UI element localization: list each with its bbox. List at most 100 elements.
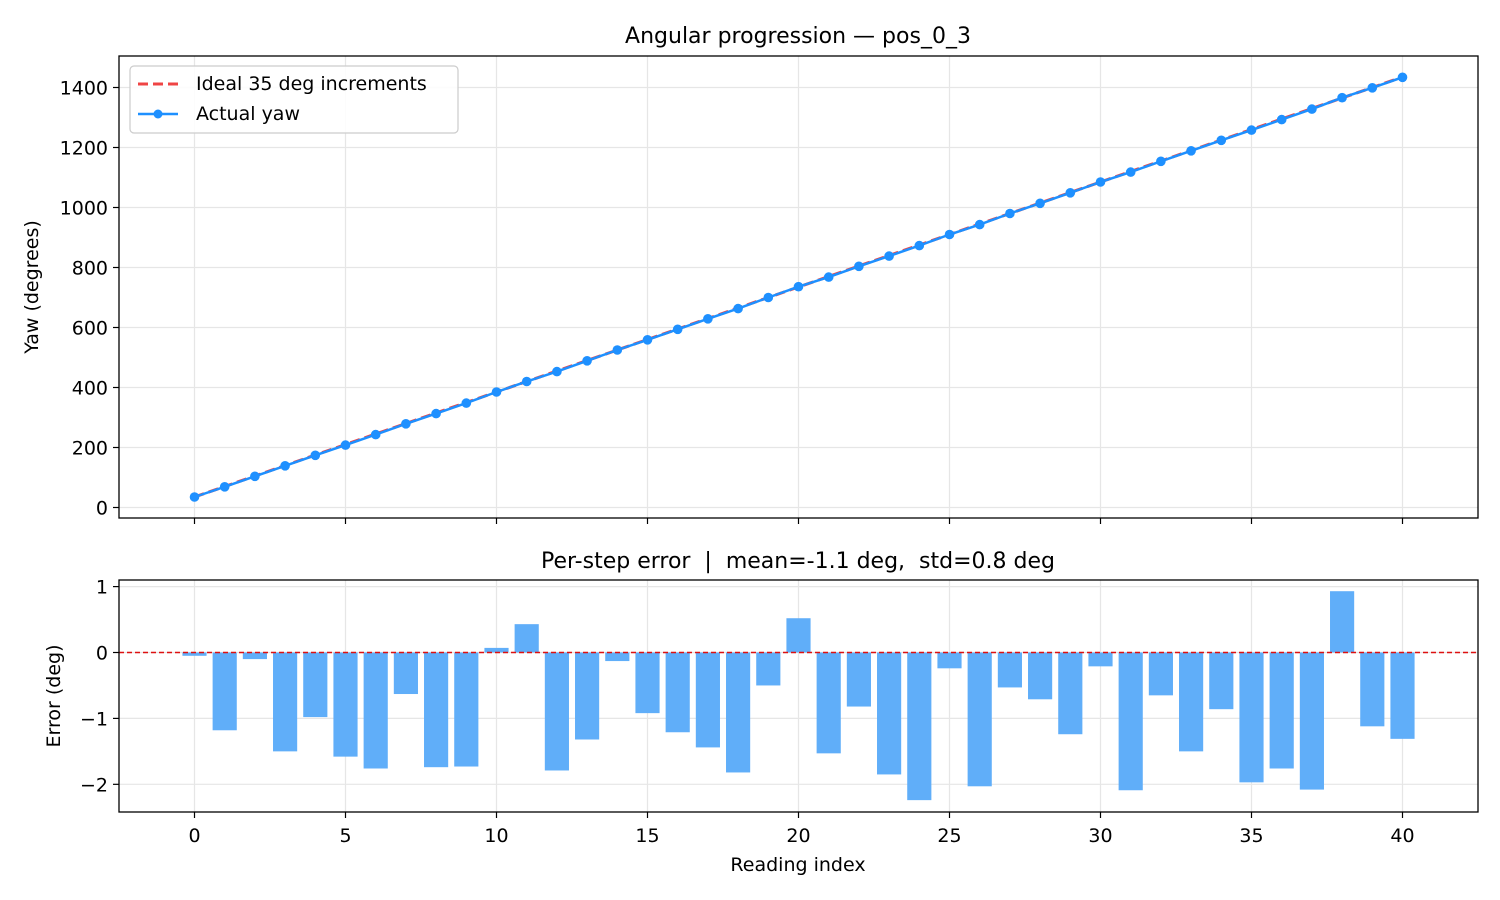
top-y-tick-label: 600 xyxy=(72,318,108,340)
actual-yaw-point xyxy=(582,356,592,366)
error-bar xyxy=(1088,652,1113,667)
actual-yaw-point xyxy=(1276,114,1287,125)
top-y-tick-label: 800 xyxy=(72,258,108,280)
bottom-x-tick-label: 20 xyxy=(786,825,810,847)
actual-yaw-point xyxy=(642,335,653,345)
actual-yaw-point xyxy=(1005,208,1015,219)
actual-yaw-point xyxy=(1186,146,1196,156)
top-grid xyxy=(119,56,1478,518)
error-bar xyxy=(997,652,1022,688)
top-y-tick-label: 1400 xyxy=(60,78,108,100)
error-bar xyxy=(846,652,871,707)
error-bar xyxy=(1360,652,1385,727)
actual-yaw-point xyxy=(340,440,351,450)
error-bar xyxy=(756,652,781,686)
top-chart-title: Angular progression — pos_0_3 xyxy=(625,24,971,49)
error-bar xyxy=(907,652,932,801)
actual-yaw-point xyxy=(823,272,834,282)
legend-actual-marker xyxy=(153,109,163,119)
legend-box xyxy=(129,65,459,134)
top-series-layer xyxy=(189,72,1408,502)
top-y-tick-label: 0 xyxy=(96,498,108,520)
error-bar xyxy=(605,652,630,662)
error-bar xyxy=(1209,652,1234,710)
error-bar xyxy=(695,652,720,748)
actual-yaw-point xyxy=(310,450,321,461)
error-bar xyxy=(1390,652,1415,739)
error-bar xyxy=(816,652,841,754)
actual-yaw-point xyxy=(612,345,623,355)
top-panel: Angular progression — pos_0_3 0 200 400 600… xyxy=(21,24,1479,524)
error-bar xyxy=(1118,652,1143,791)
bottom-x-tick-label: 25 xyxy=(937,825,961,847)
actual-yaw-point xyxy=(491,387,502,397)
error-bar xyxy=(1239,652,1264,783)
actual-yaw-point xyxy=(703,314,713,324)
error-bar xyxy=(424,652,449,768)
error-bar xyxy=(1028,652,1053,700)
error-bar xyxy=(514,624,539,653)
actual-yaw-point xyxy=(521,376,532,387)
error-bar xyxy=(484,647,509,653)
bottom-x-tick-label: 0 xyxy=(188,825,200,847)
error-bar xyxy=(1148,652,1173,696)
error-bar xyxy=(635,652,660,714)
bottom-bars-layer xyxy=(182,591,1415,801)
bottom-x-tick-label: 10 xyxy=(484,825,508,847)
error-bar xyxy=(454,652,479,767)
error-bar xyxy=(1330,591,1355,653)
bottom-y-axis-label: Error (deg) xyxy=(43,645,65,748)
top-x-ticks xyxy=(193,518,1404,524)
actual-yaw-point xyxy=(672,324,683,335)
actual-yaw-point xyxy=(1367,83,1378,93)
actual-yaw-point xyxy=(1125,167,1136,177)
legend: Ideal 35 deg increments Actual yaw xyxy=(129,65,459,134)
bottom-y-tick-label: −1 xyxy=(80,708,108,730)
actual-yaw-point xyxy=(189,492,200,502)
top-y-tick-label: 1200 xyxy=(60,138,108,160)
actual-yaw-point xyxy=(280,461,290,471)
bottom-x-tick-label: 30 xyxy=(1088,825,1112,847)
error-bar xyxy=(575,652,600,740)
bottom-y-tick-label: −2 xyxy=(80,774,108,796)
error-bar xyxy=(726,652,751,773)
bottom-chart-title: Per-step error | mean=-1.1 deg, std=0.8 … xyxy=(541,549,1055,574)
actual-yaw-point xyxy=(944,229,955,240)
bottom-y-tick-label: 1 xyxy=(96,577,108,599)
bottom-x-ticks: 0 5 10 15 20 25 30 35 40 xyxy=(188,812,1415,847)
bottom-x-tick-label: 35 xyxy=(1239,825,1263,847)
top-y-ticks: 0 200 400 600 800 1000 1200 1400 xyxy=(60,78,119,520)
actual-yaw-point xyxy=(1156,156,1166,167)
error-bar xyxy=(182,652,207,656)
actual-yaw-point xyxy=(219,482,230,492)
error-bar xyxy=(242,652,267,660)
error-bar xyxy=(967,652,992,787)
bottom-y-ticks: 1 0 −1 −2 xyxy=(80,577,119,796)
error-bar xyxy=(665,652,690,733)
actual-yaw-point xyxy=(1246,125,1257,135)
error-bar xyxy=(1058,652,1083,735)
bottom-x-tick-label: 5 xyxy=(339,825,351,847)
error-bar xyxy=(1179,652,1204,752)
actual-yaw-point xyxy=(914,240,925,251)
actual-yaw-point xyxy=(884,251,894,261)
bottom-x-tick-label: 15 xyxy=(635,825,659,847)
actual-yaw-point xyxy=(1095,177,1106,187)
error-bar xyxy=(363,652,388,769)
actual-yaw-point xyxy=(763,292,774,303)
top-y-tick-label: 1000 xyxy=(60,198,108,220)
actual-yaw-point xyxy=(1065,188,1076,198)
bottom-x-tick-label: 40 xyxy=(1390,825,1414,847)
error-bar xyxy=(333,652,358,757)
actual-yaw-point xyxy=(370,429,381,440)
actual-yaw-point xyxy=(1307,104,1317,114)
bottom-panel: Per-step error | mean=-1.1 deg, std=0.8 … xyxy=(43,549,1479,876)
actual-yaw-point xyxy=(1035,198,1045,209)
error-bar xyxy=(1299,652,1324,790)
error-bar xyxy=(273,652,298,752)
error-bar xyxy=(303,652,328,718)
error-bar xyxy=(877,652,902,775)
actual-yaw-point xyxy=(250,471,260,482)
actual-yaw-point xyxy=(552,366,562,377)
